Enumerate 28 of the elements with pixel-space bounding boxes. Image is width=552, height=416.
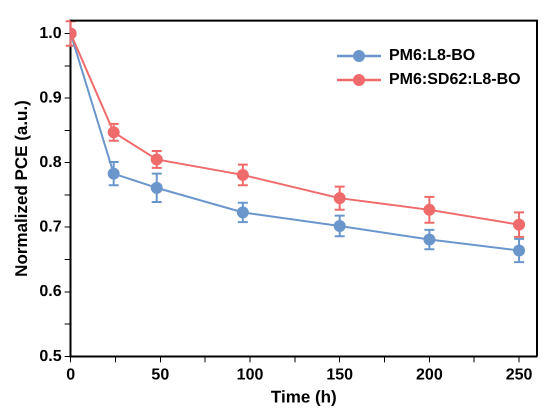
legend-label: PM6:L8-BO bbox=[389, 46, 476, 65]
x-axis-title: Time (h) bbox=[270, 387, 337, 406]
legend-label: PM6:SD62:L8-BO bbox=[389, 70, 521, 89]
point bbox=[150, 153, 163, 166]
point bbox=[236, 168, 249, 181]
point bbox=[334, 192, 346, 204]
point bbox=[150, 182, 163, 194]
y-tick-label: 0.8 bbox=[39, 154, 62, 172]
x-tick-label: 200 bbox=[416, 366, 443, 384]
x-tick-label: 150 bbox=[326, 366, 354, 384]
point bbox=[236, 206, 249, 218]
x-tick-label: 50 bbox=[151, 366, 170, 384]
point bbox=[108, 126, 120, 138]
x-tick-label: 0 bbox=[66, 366, 76, 384]
y-tick-label: 0.7 bbox=[39, 218, 62, 236]
y-tick-label: 0.5 bbox=[39, 348, 62, 365]
point bbox=[513, 244, 526, 256]
point bbox=[334, 220, 346, 232]
y-axis-title: Normalized PCE (a.u.) bbox=[12, 100, 31, 277]
x-tick-label: 100 bbox=[236, 366, 264, 384]
y-tick-label: 1.0 bbox=[39, 24, 62, 42]
point bbox=[423, 234, 436, 246]
x-tick-label: 250 bbox=[506, 366, 533, 384]
point bbox=[513, 218, 526, 231]
y-tick-label: 0.9 bbox=[39, 90, 62, 106]
point bbox=[108, 168, 120, 180]
point bbox=[423, 204, 436, 216]
y-tick-label: 0.6 bbox=[39, 283, 62, 300]
